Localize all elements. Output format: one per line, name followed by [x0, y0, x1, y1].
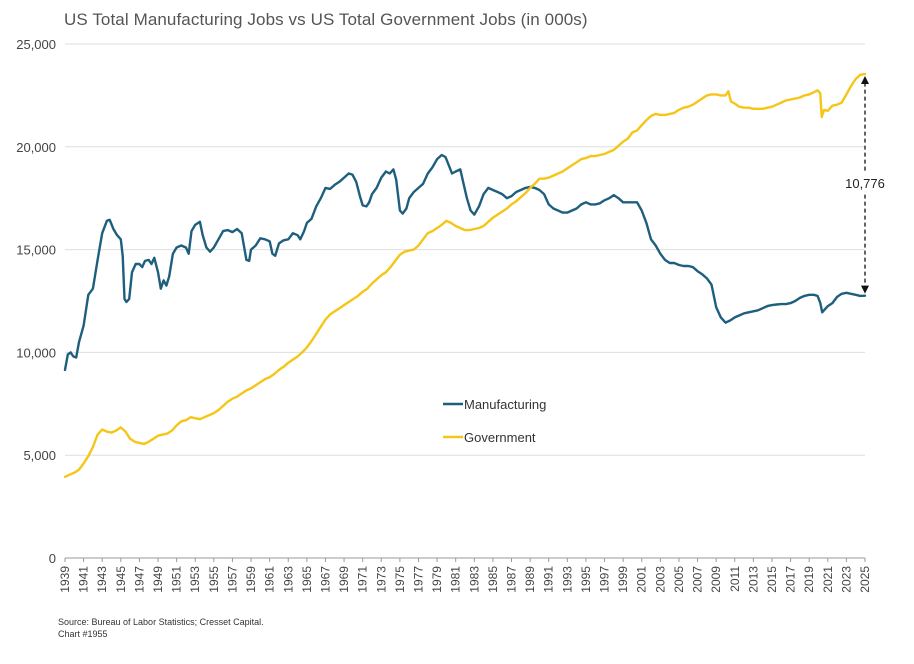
- x-tick-label: 1985: [486, 566, 500, 593]
- x-tick-label: 2009: [709, 566, 723, 593]
- x-tick-label: 1967: [318, 566, 332, 593]
- y-tick-label: 25,000: [16, 37, 56, 52]
- x-tick-label: 2017: [784, 566, 798, 593]
- x-tick-label: 1971: [356, 566, 370, 593]
- y-tick-label: 0: [49, 551, 56, 566]
- x-tick-label: 1979: [430, 566, 444, 593]
- x-tick-label: 1987: [505, 566, 519, 593]
- x-tick-label: 1949: [151, 566, 165, 593]
- source-text: Source: Bureau of Labor Statistics; Cres…: [58, 617, 264, 627]
- x-tick-label: 2005: [672, 566, 686, 593]
- x-tick-label: 2023: [839, 566, 853, 593]
- y-axis-ticks: 0 5,000 10,000 15,000 20,000 25,000: [16, 37, 56, 566]
- x-tick-label: 1997: [598, 566, 612, 593]
- x-tick-label: 1961: [263, 566, 277, 593]
- x-tick-label: 1941: [77, 566, 91, 593]
- x-tick-label: 1977: [411, 566, 425, 593]
- x-tick-label: 1989: [523, 566, 537, 593]
- y-tick-label: 10,000: [16, 345, 56, 360]
- chart-title: US Total Manufacturing Jobs vs US Total …: [64, 10, 588, 29]
- series-lines: [63, 72, 867, 478]
- x-tick-label: 1953: [188, 566, 202, 593]
- x-tick-label: 2021: [821, 566, 835, 593]
- x-tick-label: 1981: [449, 566, 463, 593]
- x-tick-label: 1973: [374, 566, 388, 593]
- x-tick-label: 1955: [207, 566, 221, 593]
- x-tick-label: 1993: [560, 566, 574, 593]
- grid-lines: [65, 43, 865, 559]
- legend-label-manufacturing: Manufacturing: [464, 397, 546, 412]
- x-tick-label: 2015: [765, 566, 779, 593]
- series-line-manufacturing: [63, 153, 867, 372]
- x-tick-label: 1951: [170, 566, 184, 593]
- x-tick-label: 1995: [579, 566, 593, 593]
- x-tick-label: 1945: [114, 566, 128, 593]
- x-tick-label: 2007: [691, 566, 705, 593]
- x-tick-label: 2013: [746, 566, 760, 593]
- y-tick-label: 20,000: [16, 140, 56, 155]
- x-tick-label: 1975: [393, 566, 407, 593]
- gap-label-backdrop: [835, 171, 895, 192]
- x-tick-label: 2011: [728, 566, 742, 592]
- x-tick-label: 2003: [653, 566, 667, 593]
- x-tick-label: 1939: [58, 566, 72, 593]
- chart-number: Chart #1955: [58, 629, 108, 639]
- x-tick-label: 2019: [802, 566, 816, 593]
- x-tick-label: 1957: [225, 566, 239, 593]
- series-line-government: [63, 72, 867, 478]
- x-tick-label: 2001: [635, 566, 649, 593]
- x-tick-label: 1963: [281, 566, 295, 593]
- x-tick-label: 1943: [95, 566, 109, 593]
- x-tick-label: 1947: [132, 566, 146, 593]
- x-tick-label: 1959: [244, 566, 258, 593]
- legend-label-government: Government: [464, 430, 536, 445]
- x-tick-label: 2025: [858, 566, 872, 593]
- y-tick-label: 5,000: [23, 448, 56, 463]
- x-tick-label: 1991: [542, 566, 556, 593]
- x-tick-label: 1969: [337, 566, 351, 593]
- x-tick-label: 1965: [300, 566, 314, 593]
- x-axis-ticks: 1939 1941 1943 1945 1947 1949 1951 1953 1955 1957…: [58, 558, 872, 593]
- x-tick-label: 1999: [616, 566, 630, 593]
- y-tick-label: 15,000: [16, 243, 56, 258]
- legend: Manufacturing Government: [443, 397, 546, 445]
- source-note: Source: Bureau of Labor Statistics; Cres…: [58, 616, 264, 640]
- annotations: 10,776: [835, 76, 895, 294]
- x-tick-label: 1983: [467, 566, 481, 593]
- gap-label: 10,776: [845, 176, 885, 191]
